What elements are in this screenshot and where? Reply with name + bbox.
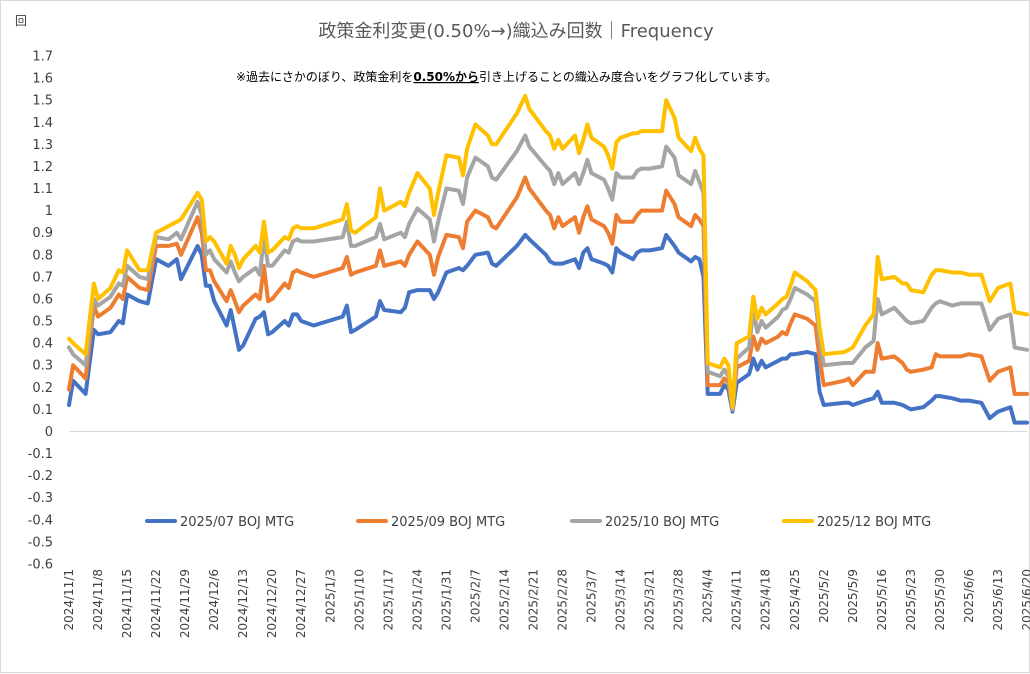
x-tick-label: 2025/5/2 [817,569,831,623]
y-tick-label: 0.2 [32,381,53,396]
x-tick-label: 2025/1/17 [381,569,395,631]
y-tick-label: -0.6 [28,558,53,573]
x-tick-label: 2025/3/14 [614,569,628,631]
y-tick-label: 0.9 [32,226,53,241]
x-tick-label: 2025/6/6 [962,569,976,623]
x-tick-label: 2024/11/22 [149,569,163,638]
legend-label-2: 2025/09 BOJ MTG [391,515,505,530]
x-tick-label: 2025/5/30 [933,569,947,631]
note-prefix: ※過去にさかのぼり、政策金利を [236,69,413,84]
legend: 2025/07 BOJ MTG 2025/09 BOJ MTG 2025/10 BO… [145,515,931,530]
x-tick-label: 2024/12/13 [236,569,250,638]
series-layer [67,93,1029,425]
x-tick-label: 2025/6/13 [991,569,1005,631]
legend-label-4: 2025/12 BOJ MTG [817,515,931,530]
series-line-3 [67,133,1029,412]
y-tick-label: -0.4 [28,513,53,528]
y-tick-label: -0.3 [28,491,53,506]
x-tick-label: 2024/11/29 [178,569,192,638]
legend-label-1: 2025/07 BOJ MTG [180,515,294,530]
chart-title: 政策金利変更(0.50%→)織込み回数｜Frequency [318,21,714,42]
y-tick-label: 1.1 [32,182,53,197]
y-tick-label: 1.5 [32,94,53,109]
x-tick-label: 2025/5/9 [846,569,860,623]
y-tick-label: 1 [45,204,53,219]
x-tick-label: 2025/1/3 [323,569,337,623]
x-tick-label: 2025/5/23 [904,569,918,631]
y-tick-label: 1.2 [32,160,53,175]
y-tick-label: 1.4 [32,116,53,131]
x-tick-label: 2025/4/4 [701,569,715,623]
x-tick-label: 2025/4/25 [788,569,802,631]
y-tick-label: 0 [45,425,53,440]
x-tick-label: 2025/3/28 [672,569,686,631]
y-tick-label: -0.5 [28,535,53,550]
y-tick-label: 0.5 [32,315,53,330]
note-emphasis: 0.50%から [413,70,479,84]
x-tick-label: 2025/2/28 [556,569,570,631]
x-tick-label: 2025/2/7 [468,569,482,623]
y-unit-label: 回 [15,14,27,28]
series-line-4 [67,93,1029,410]
note-suffix: 引き上げることの織込み度合いをグラフ化しています。 [479,69,777,84]
y-tick-label: 1.3 [32,138,53,153]
x-tick-label: 2025/4/11 [730,569,744,631]
x-tick-label: 2024/11/1 [62,569,76,631]
x-tick-label: 2025/1/24 [410,569,424,631]
x-tick-label: 2025/2/14 [497,569,511,631]
y-tick-label: -0.1 [28,447,53,462]
y-tick-label: -0.2 [28,469,53,484]
x-tick-label: 2024/11/8 [91,569,105,631]
series-line-2 [67,175,1029,412]
x-tick-label: 2025/2/21 [526,569,540,631]
x-tick-label: 2025/6/20 [1020,569,1030,631]
x-tick-label: 2025/1/31 [439,569,453,631]
y-tick-label: 0.7 [32,270,53,285]
legend-label-3: 2025/10 BOJ MTG [605,515,719,530]
chart-note: ※過去にさかのぼり、政策金利を0.50%から引き上げることの織込み度合いをグラフ… [236,69,777,84]
y-axis: -0.6 -0.5 -0.4 -0.3 -0.2 -0.1 0 0.1 0.2 0.3 0.4 0.5… [28,50,53,573]
y-tick-label: 1.7 [32,50,53,65]
y-tick-label: 0.6 [32,292,53,307]
y-tick-label: 0.1 [32,403,53,418]
x-tick-label: 2025/3/21 [643,569,657,631]
y-tick-label: 0.3 [32,359,53,374]
x-tick-label: 2025/4/18 [759,569,773,631]
x-tick-label: 2024/11/15 [120,569,134,638]
y-tick-label: 0.4 [32,337,53,352]
x-tick-label: 2025/3/7 [585,569,599,623]
x-tick-label: 2024/12/27 [294,569,308,638]
y-tick-label: 1.6 [32,72,53,87]
x-tick-label: 2025/5/16 [875,569,889,631]
x-tick-label: 2025/1/10 [352,569,366,631]
series-line-1 [67,232,1029,425]
x-tick-label: 2024/12/20 [265,569,279,638]
y-tick-label: 0.8 [32,248,53,263]
x-tick-label: 2024/12/6 [207,569,221,631]
x-axis: 2024/11/1 2024/11/8 2024/11/15 2024/11/22 20… [62,430,1030,638]
